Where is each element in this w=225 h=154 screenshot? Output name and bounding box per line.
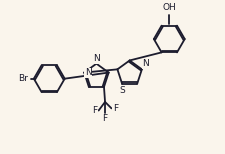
- Text: S: S: [119, 86, 125, 95]
- Text: F: F: [113, 104, 118, 113]
- Text: N: N: [142, 59, 149, 68]
- Text: N: N: [93, 54, 100, 63]
- Text: F: F: [103, 114, 108, 123]
- Text: Br: Br: [18, 74, 28, 83]
- Text: F: F: [92, 106, 97, 115]
- Text: N: N: [85, 68, 91, 77]
- Text: OH: OH: [162, 3, 176, 12]
